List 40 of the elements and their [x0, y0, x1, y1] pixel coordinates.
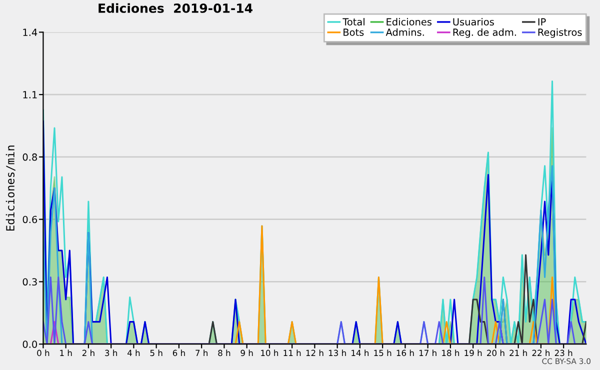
legend-label: Total: [342, 18, 364, 26]
x-tick-label: 19 h: [464, 350, 482, 356]
legend-label: Admins.: [386, 28, 424, 36]
chart-title: Ediciones 2019-01-14: [98, 3, 252, 13]
legend-label: Bots: [344, 28, 364, 36]
y-tick-label: 0.6: [22, 216, 38, 224]
x-tick-label: 14 h: [352, 350, 369, 356]
x-tick-label: 13 h: [328, 350, 346, 356]
x-tick-label: 15 h: [374, 350, 392, 356]
x-tick-label: 4 h: [127, 350, 140, 356]
x-tick-label: 7 h: [196, 350, 208, 356]
x-tick-label: 18 h: [442, 350, 460, 356]
legend-label: IP: [538, 18, 546, 26]
x-tick-label: 6 h: [172, 350, 185, 356]
x-tick-label: 3 h: [105, 350, 117, 356]
x-tick-label: 17 h: [419, 350, 436, 356]
x-tick-label: 23 h: [554, 350, 572, 356]
x-tick-label: 5 h: [150, 350, 162, 356]
x-tick-label: 10 h: [261, 350, 278, 356]
y-tick-label: 1.1: [23, 91, 37, 98]
legend-label: Usuarios: [453, 18, 494, 26]
y-tick-label: 0.3: [22, 278, 37, 286]
y-tick-label: 0.8: [22, 153, 37, 161]
x-tick-label: 2 h: [82, 350, 94, 356]
legend-label: Registros: [538, 28, 582, 38]
y-axis-title: Ediciones/min: [6, 146, 16, 231]
x-tick-label: 22 h: [532, 350, 550, 356]
x-tick-label: 9 h: [240, 350, 253, 356]
x-tick-label: 11 h: [284, 350, 301, 356]
x-tick-label: 20 h: [487, 350, 504, 356]
x-tick-label: 16 h: [396, 350, 414, 356]
y-tick-label: 1.4: [23, 28, 38, 36]
x-tick-label: 1 h: [60, 350, 72, 356]
y-tick-label: 0.0: [22, 340, 37, 348]
legend-label: Ediciones: [386, 18, 432, 26]
x-tick-label: 12 h: [306, 350, 324, 356]
x-tick-label: 8 h: [218, 350, 230, 356]
legend-label: Reg. de adm.: [453, 28, 516, 38]
x-tick-label: 21 h: [510, 350, 527, 356]
x-tick-label: 0 h: [37, 350, 50, 356]
